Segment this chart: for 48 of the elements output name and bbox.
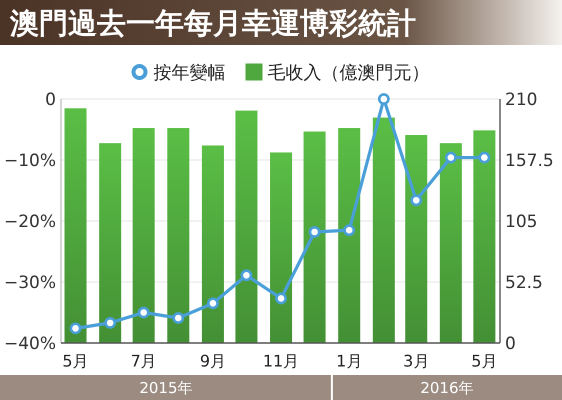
bar [235,110,258,343]
point [444,152,457,164]
y-tick-label: −10% [4,150,56,171]
legend-label: 毛收入（億澳門元） [268,62,430,84]
x-tick-label: 7月 [130,352,157,371]
x-tick-label: 11月 [262,352,300,371]
point [104,316,116,329]
point [478,152,490,164]
bar [132,128,155,343]
bar [440,143,462,343]
bar [304,132,326,343]
point [138,306,150,318]
bar [99,143,122,343]
y-tick-label: 0 [45,90,56,110]
bar [270,152,292,343]
bar [338,128,360,343]
point [343,224,356,236]
x-tick-label: 5月 [62,352,89,371]
bar [405,135,428,343]
y2-tick-label: 105 [505,212,538,232]
y-tick-label: −30% [4,272,56,293]
point [410,194,422,206]
y2-tick-label: 210 [505,90,538,110]
bar [372,118,395,343]
text: 2016年 [420,378,474,397]
x-tick-label: 5月 [471,352,498,371]
y-tick-label: −40% [4,334,56,354]
bar [473,130,496,343]
point [207,297,219,310]
legend-label: 按年變幅 [154,62,226,84]
point [275,292,287,304]
point [172,312,184,324]
bar [167,128,190,343]
y2-tick-label: 52.5 [505,272,543,293]
y2-tick-label: 157.5 [505,150,554,171]
x-tick-label: 1月 [336,352,362,371]
y-tick-label: −20% [4,212,56,232]
x-tick-label: 3月 [403,352,430,371]
y2-tick-label: 0 [505,334,516,354]
bar [202,145,224,343]
point [308,226,320,238]
point [240,269,252,282]
bar [64,108,87,343]
point [378,93,390,105]
text: 2015年 [139,378,193,397]
chart-title: 澳門過去一年每月幸運博彩統計 [9,6,416,40]
point [70,322,82,334]
x-tick-label: 9月 [200,352,226,371]
